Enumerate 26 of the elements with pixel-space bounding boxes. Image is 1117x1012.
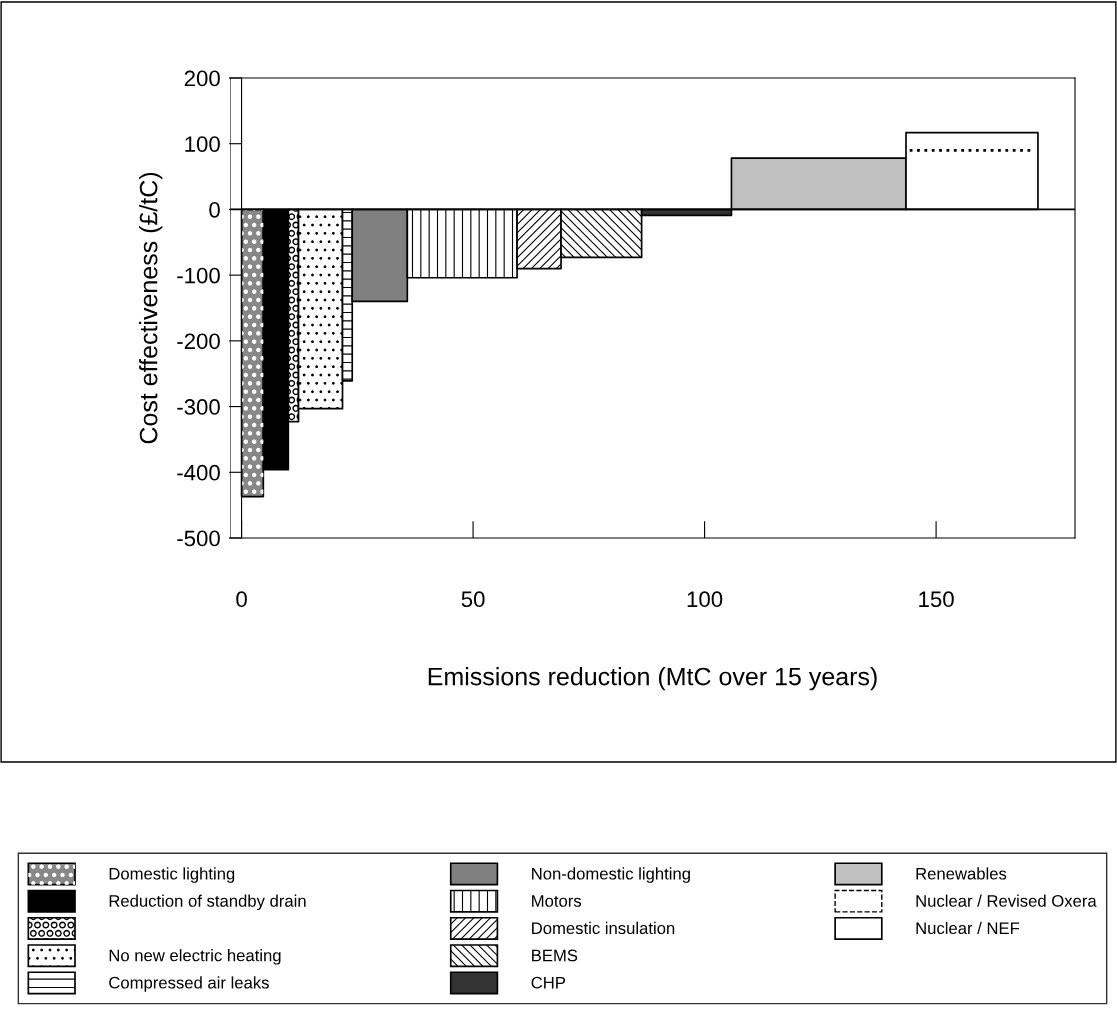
y-tick-label: -300: [177, 399, 220, 415]
legend-label: Nuclear / NEF: [916, 921, 1020, 935]
legend-label: Domestic lighting: [109, 867, 235, 883]
y-tick-label: 100: [185, 136, 220, 152]
legend-label: Renewables: [916, 867, 1007, 880]
legend-label: Compressed air leaks: [109, 976, 269, 992]
legend-label: Reduction of standby drain: [109, 894, 306, 911]
legend-label: BEMS: [532, 949, 578, 962]
y-tick-label: 0: [209, 201, 220, 218]
y-tick-label: -400: [177, 464, 220, 481]
y-axis-title: Cost effectiveness (£/tC): [139, 172, 163, 444]
y-tick-label: -100: [177, 267, 220, 284]
y-tick-label: 200: [184, 70, 220, 87]
x-tick-label: 100: [687, 591, 723, 608]
x-tick-label: 0: [236, 591, 247, 608]
legend-label: Nuclear / Revised Oxera: [916, 894, 1097, 907]
legend-label: CHP: [531, 976, 566, 989]
x-axis-title: Emissions reduction (MtC over 15 years): [428, 667, 877, 691]
x-tick-label: 50: [461, 591, 485, 608]
legend-label: Non-domestic lighting: [532, 867, 690, 883]
y-tick-label: -200: [177, 333, 220, 350]
x-tick-label: 150: [919, 591, 954, 608]
legend-label: Domestic insulation: [532, 921, 675, 935]
legend-label: Motors: [532, 895, 582, 907]
legend-label: No new electric heating: [109, 949, 281, 965]
y-tick-label: -500: [177, 530, 220, 547]
